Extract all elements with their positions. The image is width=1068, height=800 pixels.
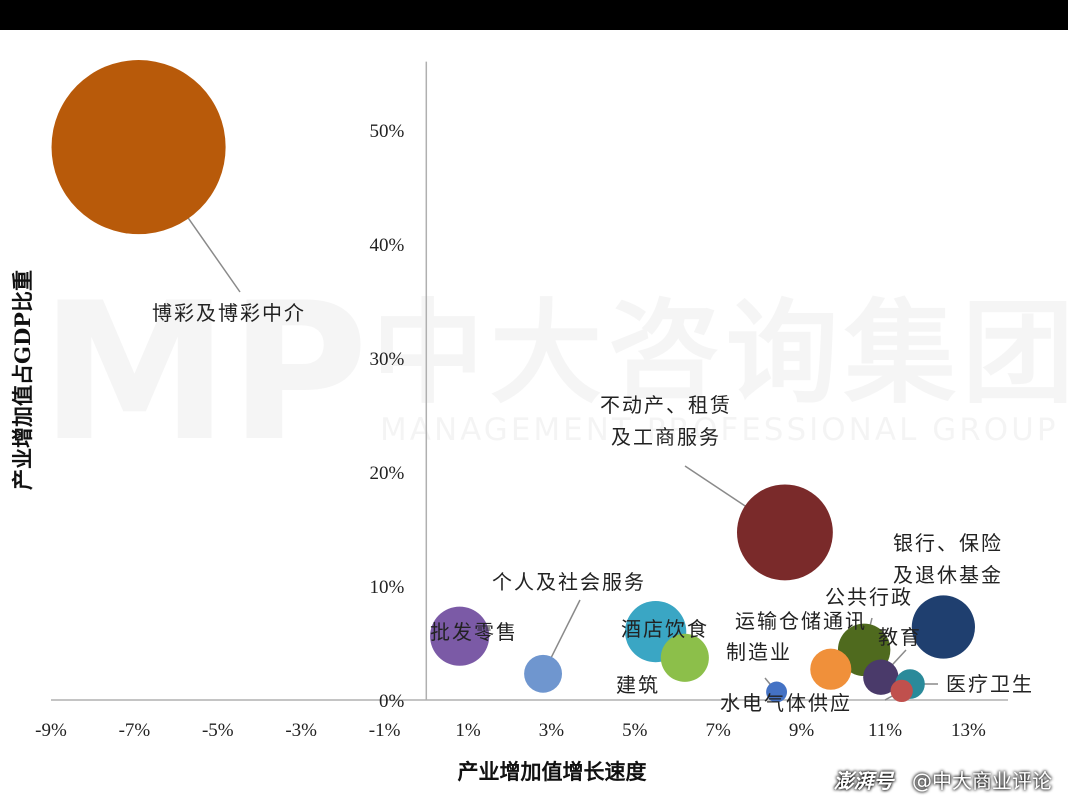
source-name: @中大商业评论 bbox=[912, 769, 1052, 793]
watermark-en: MANAGEMENT PROFESSIONAL GROUP bbox=[380, 412, 1059, 448]
platform-logo: 澎湃号 bbox=[833, 769, 894, 793]
x-tick-label: -3% bbox=[285, 720, 317, 741]
point-label: 酒店饮食 bbox=[621, 617, 709, 641]
bubble bbox=[911, 595, 976, 659]
x-tick-label: 1% bbox=[455, 720, 481, 741]
bubble bbox=[810, 648, 852, 690]
bubble bbox=[863, 659, 899, 695]
x-tick-label: -5% bbox=[202, 720, 234, 741]
bubble bbox=[736, 484, 833, 581]
y-tick-label: 10% bbox=[369, 577, 404, 598]
point-label: 及工商服务 bbox=[611, 425, 721, 449]
y-tick-label: 50% bbox=[369, 121, 404, 142]
y-tick-label: 20% bbox=[369, 463, 404, 484]
x-tick-label: 13% bbox=[951, 720, 986, 741]
x-tick-label: -9% bbox=[35, 720, 67, 741]
bubble bbox=[890, 679, 913, 703]
bubble bbox=[430, 606, 490, 666]
x-tick-label: 3% bbox=[539, 720, 565, 741]
point-label: 及退休基金 bbox=[893, 563, 1003, 587]
bubble bbox=[766, 681, 788, 703]
y-tick-labels: 0% 10% 20% 30% 40% 50% bbox=[369, 121, 404, 712]
point-label: 水电气体供应 bbox=[720, 691, 852, 715]
point-label: 运输仓储通讯 bbox=[735, 609, 867, 633]
bubble bbox=[51, 60, 226, 235]
point-label: 博彩及博彩中介 bbox=[152, 301, 306, 325]
x-tick-label: 5% bbox=[622, 720, 648, 741]
axes bbox=[51, 61, 1008, 701]
point-label: 公共行政 bbox=[825, 585, 913, 609]
point-label: 医疗卫生 bbox=[946, 672, 1034, 696]
x-tick-label: 9% bbox=[789, 720, 815, 741]
point-label: 教育 bbox=[878, 625, 922, 649]
x-tick-label: -1% bbox=[369, 720, 401, 741]
watermark: MP 中大咨询集团 MANAGEMENT PROFESSIONAL GROUP bbox=[40, 262, 1068, 483]
bubbles bbox=[51, 60, 976, 703]
bubble bbox=[524, 654, 563, 693]
y-tick-label: 30% bbox=[369, 349, 404, 370]
point-label: 建筑 bbox=[616, 673, 660, 697]
x-tick-label: 11% bbox=[868, 720, 902, 741]
watermark-mark: MP bbox=[40, 262, 368, 483]
y-tick-label: 0% bbox=[379, 691, 405, 712]
bubble bbox=[660, 633, 709, 682]
x-tick-label: 7% bbox=[706, 720, 732, 741]
point-label: 制造业 bbox=[726, 640, 792, 664]
top-bar bbox=[0, 0, 1068, 30]
y-tick-label: 40% bbox=[369, 235, 404, 256]
point-label: 个人及社会服务 bbox=[492, 570, 646, 594]
x-axis-label: 产业增加值增长速度 bbox=[458, 759, 647, 784]
x-tick-label: -7% bbox=[119, 720, 151, 741]
x-tick-labels: -9% -7% -5% -3% -1% 1% 3% 5% 7% 9% 11% 13% bbox=[35, 720, 986, 741]
point-label: 银行、保险 bbox=[893, 531, 1003, 555]
point-label: 批发零售 bbox=[430, 620, 518, 644]
point-label: 不动产、租赁 bbox=[600, 393, 732, 417]
y-axis-label: 产业增加值占GDP比重 bbox=[10, 270, 35, 490]
watermark-cn: 中大咨询集团 bbox=[372, 289, 1068, 419]
source-credit: 澎湃号 @中大商业评论 bbox=[834, 765, 1052, 794]
